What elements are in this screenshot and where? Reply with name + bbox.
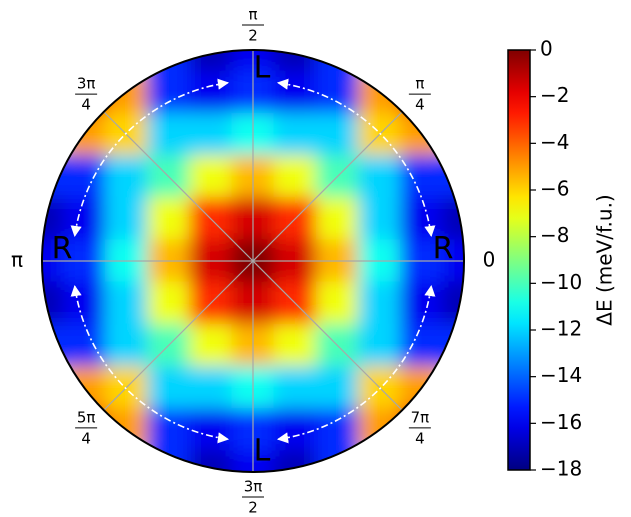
annotation: L <box>254 51 271 86</box>
theta-tick-num: 7π <box>411 408 430 426</box>
arrow <box>70 284 230 444</box>
heatmap-cell <box>358 323 402 367</box>
heatmap-cell <box>189 366 233 410</box>
heatmap-cell <box>42 323 64 367</box>
colorbar-label: ΔE (meV/f.u.) <box>593 194 617 325</box>
heatmap-cell <box>315 50 359 72</box>
heatmap-cell <box>42 281 64 325</box>
heatmap-cell <box>147 112 191 156</box>
theta-tick-den: 4 <box>81 429 91 447</box>
heatmap-cell <box>62 323 106 367</box>
heatmap-cell <box>147 281 191 325</box>
colorbar-tick-label: −10 <box>540 270 582 294</box>
colorbar-tick-label: −6 <box>540 177 569 201</box>
heatmap-cell <box>189 70 233 114</box>
colorbar-tick-label: −14 <box>540 363 582 387</box>
heatmap-cell <box>189 450 233 472</box>
heatmap-cell <box>315 281 359 325</box>
heatmap-cell <box>273 450 317 472</box>
heatmap-cell <box>147 408 191 452</box>
heatmap-cell <box>189 50 233 72</box>
heatmap-cell <box>273 408 317 452</box>
heatmap-cell <box>315 70 359 114</box>
theta-tick-num: 3π <box>77 75 96 93</box>
theta-tick-label: 0 <box>483 248 496 272</box>
heatmap-cell <box>147 366 191 410</box>
colorbar-tick-label: −12 <box>540 317 582 341</box>
heatmap-cell <box>400 281 444 325</box>
theta-tick-den: 2 <box>248 499 258 517</box>
colorbar-tick-label: −18 <box>540 457 582 481</box>
heatmap-cell <box>273 70 317 114</box>
heatmap-cell <box>147 50 191 72</box>
heatmap-cell <box>442 281 464 325</box>
colorbar-tick-label: 0 <box>540 37 553 61</box>
heatmap-cell <box>189 155 233 199</box>
theta-tick-num: π <box>415 75 424 93</box>
heatmap-cell <box>273 50 317 72</box>
theta-tick-num: 3π <box>244 478 263 496</box>
heatmap-cell <box>400 323 444 367</box>
heatmap-cell <box>189 112 233 156</box>
theta-tick-num: 5π <box>77 408 96 426</box>
arrows <box>70 78 436 444</box>
heatmap-cell <box>62 281 106 325</box>
heatmap-cell <box>442 155 464 199</box>
heatmap-cell <box>315 112 359 156</box>
heatmap-cell <box>273 155 317 199</box>
heatmap-cell <box>104 281 148 325</box>
heatmap-cell <box>315 366 359 410</box>
theta-tick-den: 4 <box>415 96 425 114</box>
colorbar-tick-label: −8 <box>540 223 569 247</box>
annotation: R <box>52 232 73 267</box>
outer-circle <box>41 49 465 473</box>
annotation: L <box>254 434 271 469</box>
theta-tick-num: π <box>248 6 257 24</box>
grid <box>41 49 464 473</box>
heatmap-cell <box>62 155 106 199</box>
colorbar-tick-label: −2 <box>540 83 569 107</box>
heatmap-cell <box>104 155 148 199</box>
heatmap-cell <box>189 408 233 452</box>
colorbar-tick-label: −4 <box>540 130 569 154</box>
heatmap-cell <box>400 155 444 199</box>
arrow <box>276 78 436 238</box>
heatmap-cell <box>358 197 402 241</box>
heatmap-cell <box>189 323 233 367</box>
heatmap-cell <box>442 323 464 367</box>
annotation: R <box>433 232 454 267</box>
heatmap-cell <box>358 281 402 325</box>
colorbar-tick-label: −16 <box>540 410 582 434</box>
heatmap-cell <box>147 70 191 114</box>
heatmap-cell <box>315 408 359 452</box>
heatmap-cell <box>358 155 402 199</box>
arrow <box>276 284 436 444</box>
heatmap-cell <box>315 197 359 241</box>
heatmap-cell <box>104 323 148 367</box>
heatmap-cell <box>273 112 317 156</box>
theta-tick-den: 4 <box>81 96 91 114</box>
theta-tick-den: 2 <box>248 27 258 45</box>
heatmap-cell <box>315 450 359 472</box>
theta-tick-den: 4 <box>415 429 425 447</box>
theta-tick-label: π <box>11 248 23 272</box>
colorbar <box>507 49 531 471</box>
arrow <box>70 78 230 238</box>
heatmap-cell <box>147 450 191 472</box>
heatmap-cell <box>104 197 148 241</box>
heatmap-cell <box>42 155 64 199</box>
heatmap-cell <box>273 366 317 410</box>
heatmap-cell <box>147 197 191 241</box>
heatmap-cell <box>273 323 317 367</box>
